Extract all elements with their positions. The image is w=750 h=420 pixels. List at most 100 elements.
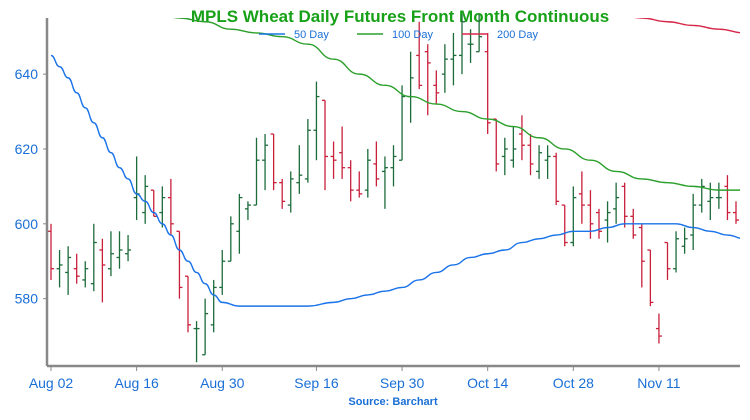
ohlc-bar: [227, 216, 234, 262]
ohlc-bar: [681, 227, 688, 254]
ohlc-bar: [510, 126, 517, 168]
ohlc-bar: [176, 230, 183, 299]
ohlc-bar: [262, 134, 269, 191]
ohlc-bar: [690, 193, 697, 250]
x-tick-label: Oct 14: [467, 375, 508, 391]
ohlc-bar: [99, 238, 106, 303]
ohlc-bar: [441, 44, 448, 93]
ohlc-bar: [313, 81, 320, 161]
ohlc-bar: [578, 171, 585, 224]
ohlc-bar: [715, 182, 722, 209]
ohlc-bar: [236, 193, 243, 254]
ohlc-bar: [467, 29, 474, 63]
ohlc-bar: [698, 178, 705, 213]
ohlc-bar: [142, 175, 149, 224]
ohlc-bar: [484, 32, 491, 134]
chart-title: MPLS Wheat Daily Futures Front Month Con…: [190, 7, 610, 26]
ohlc-bar: [159, 186, 166, 228]
y-tick-label: 620: [15, 141, 39, 157]
y-tick-label: 580: [15, 291, 39, 307]
ohlc-bar: [459, 14, 465, 75]
ohlc-bar: [399, 85, 406, 161]
ohlc-bar: [364, 148, 371, 198]
legend: 50 Day 100 Day 200 Day: [259, 29, 538, 41]
ohlc-bar: [450, 32, 457, 86]
ohlc-bar: [390, 145, 397, 187]
x-tick-label: Aug 02: [29, 375, 74, 391]
ohlc-bar: [570, 186, 577, 247]
ohlc-bar: [202, 298, 209, 356]
ohlc-bar: [116, 231, 123, 269]
ohlc-bar: [210, 279, 217, 333]
series-line: [633, 18, 740, 34]
ohlc-bar: [647, 249, 654, 307]
ohlc-bar: [167, 178, 174, 236]
ohlc-bar: [304, 119, 311, 183]
ohlc-bar: [90, 223, 97, 292]
source-note: Source: Barchart: [348, 396, 438, 408]
x-tick-label: Aug 30: [200, 375, 245, 391]
ohlc-bar: [724, 175, 731, 221]
legend-item: 50 Day: [259, 29, 329, 41]
series-line: [50, 54, 740, 307]
ohlc-bar: [621, 182, 628, 228]
x-tick-label: Aug 16: [114, 375, 159, 391]
ohlc-bar: [73, 253, 80, 284]
x-tick-label: Sep 16: [294, 375, 339, 391]
legend-label: 100 Day: [392, 29, 433, 41]
ohlc-bar: [424, 44, 431, 116]
ohlc-bar: [596, 208, 602, 239]
ohlc-bar: [493, 118, 500, 172]
ohlc-bar: [107, 231, 114, 277]
ohlc-bar: [553, 152, 560, 206]
ohlc-bar: [673, 231, 680, 273]
ohlc-bar: [185, 275, 191, 333]
ohlc-bar: [48, 223, 54, 280]
ohlc-bar: [544, 145, 551, 179]
legend-item: 200 Day: [462, 29, 538, 41]
ohlc-bar: [193, 321, 200, 363]
ohlc-bar: [518, 115, 525, 161]
ohlc-bar: [664, 241, 671, 280]
ohlc-bar: [476, 14, 483, 53]
ohlc-bar: [82, 261, 89, 288]
ohlc-bar: [527, 134, 534, 176]
ohlc-bar: [125, 235, 132, 262]
ohlc-bar: [561, 204, 568, 247]
ohlc-bar: [322, 99, 328, 191]
series-line: [173, 18, 740, 191]
ohlc-bar: [373, 141, 380, 187]
ohlc-bar: [133, 156, 140, 221]
legend-label: 200 Day: [497, 29, 538, 41]
ohlc-bar: [407, 51, 414, 123]
ohlc-bar: [416, 21, 423, 90]
moving-averages: [50, 18, 740, 307]
x-tick-label: Oct 28: [553, 375, 594, 391]
ohlc-bar: [253, 137, 260, 206]
ohlc-bar: [356, 171, 363, 198]
ohlc-bar: [604, 201, 611, 243]
ohlc-bar: [296, 145, 303, 194]
ohlc-bar: [655, 313, 662, 344]
y-tick-label: 600: [15, 216, 39, 232]
y-tick-label: 640: [15, 66, 39, 82]
ohlc-bar: [613, 182, 620, 224]
ohlc-bars: [48, 14, 739, 363]
ohlc-bar: [347, 160, 354, 202]
ohlc-bar: [244, 201, 251, 221]
ohlc-bar: [433, 70, 440, 105]
legend-label: 50 Day: [294, 29, 329, 41]
ohlc-bar: [339, 126, 346, 179]
ohlc-bar: [501, 137, 508, 176]
ohlc-bar: [56, 250, 63, 288]
legend-item: 100 Day: [357, 29, 433, 41]
x-tick-label: Sep 30: [380, 375, 425, 391]
ohlc-bar: [65, 246, 72, 295]
ohlc-bar: [279, 178, 286, 209]
ohlc-bar: [638, 223, 645, 288]
ohlc-bar: [381, 156, 388, 209]
axes: 580 600 620 640 Aug 02 Aug 16 Aug 30 Sep 16 Sep …: [15, 18, 740, 391]
ohlc-bar: [219, 250, 226, 295]
x-tick-label: Nov 11: [637, 375, 681, 391]
